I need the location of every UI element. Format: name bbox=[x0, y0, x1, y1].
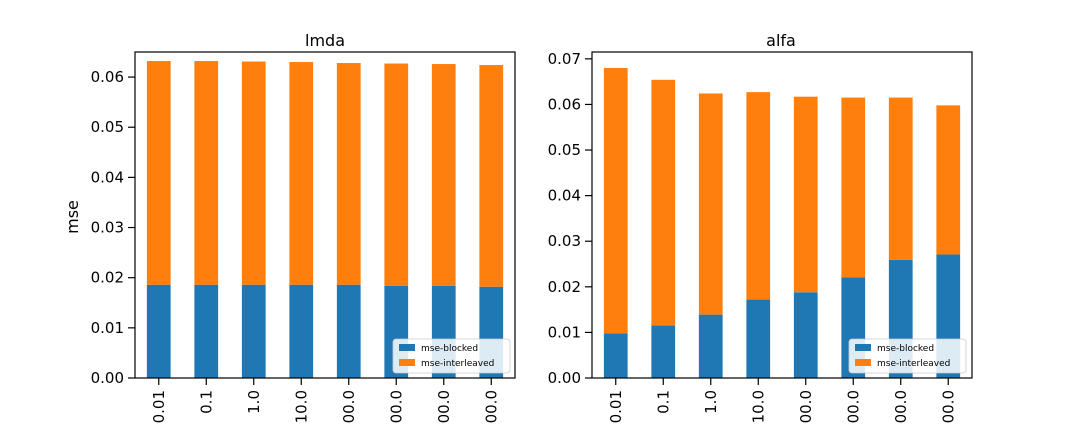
bar-mse-blocked-3 bbox=[289, 284, 314, 378]
x-tick-label: 00.0 bbox=[844, 390, 862, 423]
bar-mse-interleaved-0 bbox=[603, 67, 628, 334]
y-tick-label: 0.04 bbox=[91, 168, 124, 186]
bar-mse-blocked-3 bbox=[746, 299, 771, 378]
x-tick-label: 0.1 bbox=[197, 390, 215, 414]
y-tick-label: 0.03 bbox=[548, 232, 581, 250]
legend-label-mse-blocked: mse-blocked bbox=[877, 344, 934, 354]
bar-mse-blocked-1 bbox=[651, 325, 676, 378]
plot-frame bbox=[591, 51, 973, 379]
y-tick-label: 0.01 bbox=[91, 319, 124, 337]
bar-mse-interleaved-4 bbox=[793, 96, 818, 293]
y-tick-label: 0.04 bbox=[548, 187, 581, 205]
x-tick-label: 1.0 bbox=[702, 390, 720, 414]
y-tick-label: 0.02 bbox=[548, 278, 581, 296]
x-tick-label: 10.0 bbox=[749, 390, 767, 423]
legend-label-mse-interleaved: mse-interleaved bbox=[421, 359, 494, 369]
bar-mse-interleaved-6 bbox=[888, 97, 913, 260]
x-tick-label: 0.01 bbox=[150, 390, 168, 423]
x-tick-label: 00.0 bbox=[340, 390, 358, 423]
bar-mse-interleaved-7 bbox=[936, 105, 961, 255]
legend: mse-blocked mse-interleaved bbox=[392, 338, 511, 374]
x-axis-ticks: 0.01 0.1 1.0 10.0 00.0 00.0 00.0 00.0 bbox=[607, 378, 957, 423]
bar-mse-interleaved-5 bbox=[384, 63, 409, 286]
legend-swatch-mse-blocked bbox=[855, 344, 871, 351]
bar-mse-blocked-0 bbox=[146, 284, 171, 378]
x-tick-label: 00.0 bbox=[797, 390, 815, 423]
bar-mse-blocked-0 bbox=[603, 333, 628, 378]
y-tick-label: 0.00 bbox=[91, 369, 124, 387]
bar-mse-interleaved-1 bbox=[651, 79, 676, 326]
bar-mse-blocked-1 bbox=[194, 284, 219, 378]
y-axis-ticks: 0.00 0.01 0.02 0.03 0.04 0.05 0.06 bbox=[91, 68, 135, 387]
legend-box bbox=[392, 338, 511, 374]
bar-mse-interleaved-2 bbox=[698, 93, 723, 315]
legend-swatch-mse-blocked bbox=[399, 344, 415, 351]
bars bbox=[603, 67, 961, 378]
bar-mse-interleaved-1 bbox=[194, 61, 219, 285]
bar-mse-interleaved-4 bbox=[336, 63, 361, 285]
legend-box bbox=[848, 338, 967, 374]
bar-mse-interleaved-5 bbox=[841, 97, 866, 278]
x-tick-label: 0.01 bbox=[607, 390, 625, 423]
x-tick-label: 00.0 bbox=[892, 390, 910, 423]
legend-label-mse-blocked: mse-blocked bbox=[421, 344, 478, 354]
x-tick-label: 00.0 bbox=[387, 390, 405, 423]
y-tick-label: 0.01 bbox=[548, 323, 581, 341]
bar-mse-interleaved-2 bbox=[241, 61, 266, 285]
x-axis-ticks: 0.01 0.1 1.0 10.0 00.0 00.0 00.0 00.0 bbox=[150, 378, 500, 423]
bar-mse-interleaved-7 bbox=[479, 65, 504, 287]
x-tick-label: 1.0 bbox=[245, 390, 263, 414]
y-axis-ticks: 0.00 0.01 0.02 0.03 0.04 0.05 0.06 0.07 bbox=[548, 50, 592, 387]
x-tick-label: 10.0 bbox=[292, 390, 310, 423]
bar-mse-interleaved-6 bbox=[431, 64, 456, 286]
y-axis-label: mse bbox=[63, 200, 82, 234]
y-tick-label: 0.07 bbox=[548, 50, 581, 68]
bar-mse-interleaved-3 bbox=[746, 92, 771, 300]
y-tick-label: 0.06 bbox=[548, 95, 581, 113]
chart-alfa: alfa 0.00 0.01 0.02 0.03 0.04 0.05 0.06 0.07 0.… bbox=[548, 31, 973, 423]
plot-frame bbox=[134, 51, 516, 379]
chart-title: alfa bbox=[766, 31, 796, 50]
x-tick-label: 00.0 bbox=[939, 390, 957, 423]
x-tick-label: 0.1 bbox=[654, 390, 672, 414]
bar-mse-interleaved-0 bbox=[146, 61, 171, 285]
chart-title: lmda bbox=[305, 31, 345, 50]
legend: mse-blocked mse-interleaved bbox=[848, 338, 967, 374]
bar-mse-blocked-4 bbox=[336, 284, 361, 378]
y-tick-label: 0.06 bbox=[91, 68, 124, 86]
legend-swatch-mse-interleaved bbox=[855, 359, 871, 366]
bar-mse-blocked-4 bbox=[793, 292, 818, 378]
bar-mse-blocked-2 bbox=[241, 284, 266, 378]
legend-swatch-mse-interleaved bbox=[399, 359, 415, 366]
y-tick-label: 0.02 bbox=[91, 269, 124, 287]
x-tick-label: 00.0 bbox=[482, 390, 500, 423]
x-tick-label: 00.0 bbox=[435, 390, 453, 423]
bar-mse-interleaved-3 bbox=[289, 62, 314, 285]
legend-label-mse-interleaved: mse-interleaved bbox=[877, 359, 950, 369]
y-tick-label: 0.05 bbox=[91, 118, 124, 136]
chart-lmda: lmda mse 0.00 0.01 0.02 0.03 0.04 0.05 0.06 0.… bbox=[63, 31, 516, 423]
y-tick-label: 0.00 bbox=[548, 369, 581, 387]
y-tick-label: 0.03 bbox=[91, 219, 124, 237]
bar-mse-blocked-2 bbox=[698, 314, 723, 378]
y-tick-label: 0.05 bbox=[548, 141, 581, 159]
